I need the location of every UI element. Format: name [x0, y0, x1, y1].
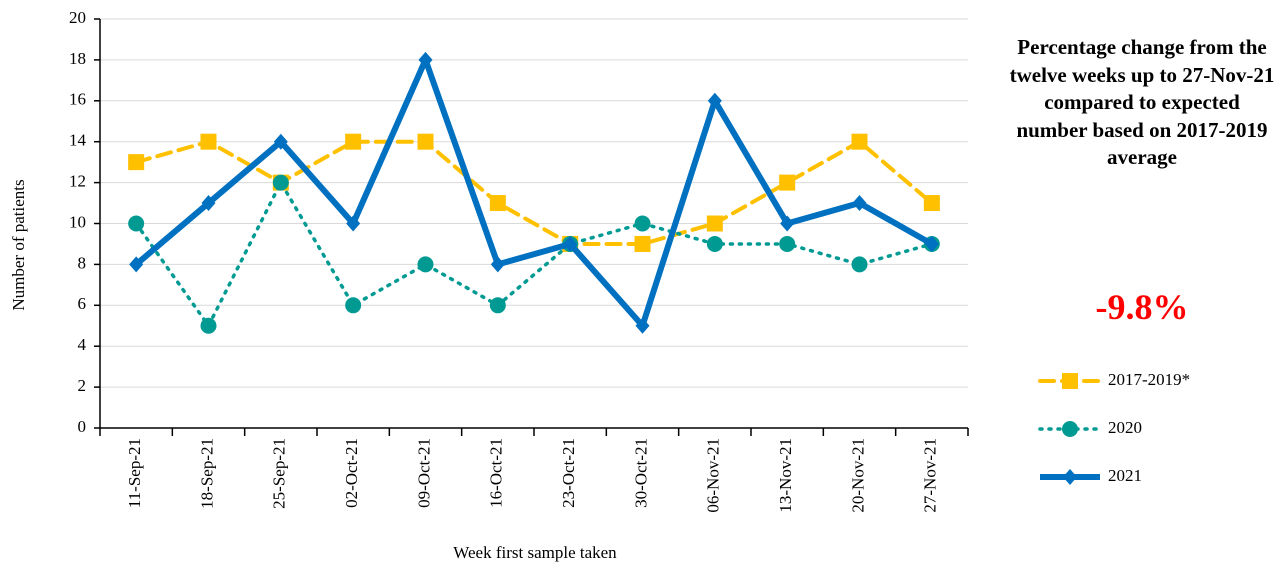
y-tick-label: 4 [78, 335, 87, 354]
series-line [134, 139, 934, 246]
marker [346, 215, 361, 232]
x-tick-label: 30-Oct-21 [631, 438, 650, 508]
y-tick-label: 14 [69, 131, 87, 150]
x-tick-label: 11-Sep-21 [125, 438, 144, 508]
y-tick-label: 16 [69, 90, 86, 109]
marker [128, 215, 145, 232]
marker [272, 174, 289, 191]
legend-item: 2021 [1040, 466, 1142, 485]
y-tick-label: 6 [78, 294, 87, 313]
marker [634, 235, 651, 252]
marker [200, 133, 217, 150]
x-tick-label: 27-Nov-21 [921, 438, 940, 513]
y-tick-label: 18 [69, 49, 86, 68]
y-tick-label: 8 [78, 253, 87, 272]
marker [418, 51, 433, 68]
y-tick-label: 12 [69, 172, 86, 191]
marker [489, 297, 506, 314]
change-label: -9.8% [1095, 287, 1189, 327]
y-axis-title: Number of patients [9, 179, 28, 310]
series-line [134, 180, 934, 328]
y-tick-label: 0 [78, 417, 87, 436]
legend-label: 2021 [1108, 466, 1142, 485]
marker [563, 235, 578, 252]
x-tick-label: 09-Oct-21 [414, 438, 433, 508]
marker [129, 256, 144, 273]
legend-label: 2017-2019* [1108, 370, 1190, 389]
marker [851, 256, 868, 273]
marker [852, 195, 867, 212]
x-tick-label: 06-Nov-21 [704, 438, 723, 513]
marker [634, 215, 651, 232]
marker [707, 92, 722, 109]
x-tick-label: 16-Oct-21 [487, 438, 506, 508]
marker [851, 133, 868, 150]
legend-marker [1062, 373, 1078, 389]
y-tick-label: 2 [78, 376, 87, 395]
x-tick-label: 20-Nov-21 [848, 438, 867, 513]
marker [706, 235, 723, 252]
x-axis-title: Week first sample taken [453, 543, 617, 562]
marker [779, 174, 796, 191]
legend-item: 2020 [1038, 418, 1142, 437]
marker [128, 154, 145, 171]
legend-label: 2020 [1108, 418, 1142, 437]
y-tick-label: 20 [69, 8, 86, 27]
marker [635, 317, 650, 334]
marker [923, 195, 940, 212]
marker [706, 215, 723, 232]
marker [201, 195, 216, 212]
x-tick-label: 25-Sep-21 [270, 438, 289, 509]
legend-item: 2017-2019* [1038, 370, 1190, 389]
marker [490, 256, 505, 273]
x-tick-label: 18-Sep-21 [197, 438, 216, 509]
marker [417, 256, 434, 273]
marker [273, 133, 288, 150]
marker [345, 133, 362, 150]
marker [489, 195, 506, 212]
series-line [134, 56, 934, 329]
marker [924, 235, 939, 252]
x-tick-label: 02-Oct-21 [342, 438, 361, 508]
y-tick-label: 10 [69, 212, 86, 231]
marker [200, 317, 217, 334]
x-tick-label: 23-Oct-21 [559, 438, 578, 508]
annotation: Percentage change from the twelve weeks … [1009, 35, 1275, 169]
marker [780, 215, 795, 232]
marker [417, 133, 434, 150]
marker [345, 297, 362, 314]
marker [779, 235, 796, 252]
x-tick-label: 13-Nov-21 [776, 438, 795, 513]
legend-marker [1063, 469, 1077, 485]
legend-marker [1062, 421, 1078, 437]
